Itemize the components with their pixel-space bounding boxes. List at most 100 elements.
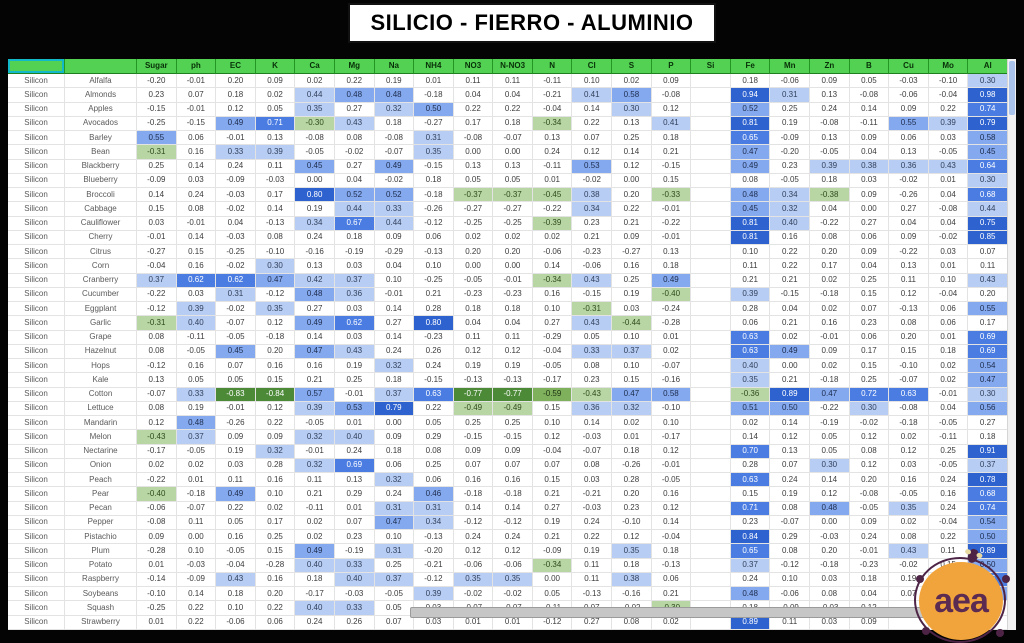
cell-p[interactable]: -0.04 — [651, 530, 692, 545]
cell-sugar[interactable]: -0.08 — [137, 515, 177, 530]
cell-si[interactable] — [691, 159, 731, 174]
cell-mg[interactable]: 0.01 — [334, 416, 375, 431]
cell-si[interactable] — [691, 458, 731, 473]
cell-al[interactable]: 0.45 — [968, 145, 1008, 160]
cell-na[interactable]: -0.02 — [374, 173, 415, 188]
cell-ca[interactable]: 0.40 — [295, 558, 335, 573]
cell-ph[interactable]: 0.19 — [176, 401, 217, 416]
cell-n-no3[interactable]: -0.02 — [493, 587, 533, 602]
cell-si[interactable] — [691, 188, 731, 203]
cell-al[interactable]: 0.17 — [968, 316, 1008, 331]
row-label-element[interactable]: Silicon — [8, 601, 65, 616]
cell-na[interactable]: -0.05 — [374, 587, 415, 602]
cell-b[interactable]: 0.30 — [849, 401, 890, 416]
cell-zn[interactable]: 0.18 — [810, 173, 850, 188]
cell-b[interactable]: 0.00 — [849, 202, 890, 217]
cell-ec[interactable]: 0.03 — [216, 458, 256, 473]
cell-ca[interactable]: 0.19 — [295, 202, 335, 217]
cell-nh4[interactable]: -0.23 — [414, 330, 454, 345]
cell-zn[interactable]: -0.05 — [810, 145, 850, 160]
cell-no3[interactable]: 0.04 — [453, 316, 494, 331]
cell-n[interactable]: 0.02 — [532, 230, 573, 245]
cell-al[interactable]: 0.54 — [968, 515, 1008, 530]
cell-fe[interactable]: 0.28 — [730, 458, 771, 473]
cell-b[interactable]: -0.08 — [849, 88, 890, 103]
cell-s[interactable]: 0.37 — [612, 344, 652, 359]
cell-mo[interactable]: 0.03 — [928, 131, 969, 146]
cell-nh4[interactable]: 0.21 — [414, 287, 454, 302]
cell-no3[interactable]: 0.00 — [453, 145, 494, 160]
cell-na[interactable]: 0.37 — [374, 572, 415, 587]
cell-si[interactable] — [691, 131, 731, 146]
cell-mn[interactable]: 0.10 — [770, 572, 811, 587]
cell-sugar[interactable]: -0.09 — [137, 173, 177, 188]
cell-nh4[interactable]: -0.18 — [414, 88, 454, 103]
cell-al[interactable]: 0.44 — [968, 202, 1008, 217]
cell-nh4[interactable]: 0.03 — [414, 615, 454, 630]
cell-cl[interactable]: -0.21 — [572, 487, 613, 502]
cell-mg[interactable]: 0.37 — [334, 273, 375, 288]
cell-no3[interactable]: 0.12 — [453, 344, 494, 359]
cell-al[interactable]: 0.91 — [968, 444, 1008, 459]
cell-fe[interactable]: 0.63 — [730, 330, 771, 345]
cell-zn[interactable]: 0.20 — [810, 245, 850, 260]
cell-p[interactable]: -0.01 — [651, 202, 692, 217]
row-label-crop[interactable]: Squash — [65, 601, 137, 616]
cell-al[interactable]: 0.58 — [968, 131, 1008, 146]
cell-k[interactable]: 0.16 — [255, 473, 296, 488]
cell-mn[interactable]: -0.15 — [770, 287, 811, 302]
cell-si[interactable] — [691, 387, 731, 402]
cell-mo[interactable]: -0.05 — [928, 458, 969, 473]
cell-fe[interactable]: 0.02 — [730, 416, 771, 431]
row-label-element[interactable]: Silicon — [8, 173, 65, 188]
cell-mn[interactable]: 0.12 — [770, 430, 811, 445]
cell-fe[interactable]: 0.37 — [730, 558, 771, 573]
cell-nh4[interactable]: 0.28 — [414, 302, 454, 317]
cell-mo[interactable]: -0.04 — [928, 287, 969, 302]
cell-nh4[interactable]: 0.63 — [414, 387, 454, 402]
cell-n[interactable]: 0.00 — [532, 572, 573, 587]
cell-cu[interactable]: 0.13 — [889, 145, 929, 160]
cell-al[interactable]: 0.30 — [968, 74, 1008, 89]
row-label-crop[interactable]: Peach — [65, 473, 137, 488]
cell-ph[interactable]: 0.05 — [176, 373, 217, 388]
cell-mn[interactable]: 0.14 — [770, 416, 811, 431]
cell-ca[interactable]: 0.57 — [295, 387, 335, 402]
row-label-crop[interactable]: Cranberry — [65, 273, 137, 288]
cell-s[interactable]: 0.25 — [612, 131, 652, 146]
cell-mg[interactable]: 0.23 — [334, 530, 375, 545]
cell-n-no3[interactable]: -0.77 — [493, 387, 533, 402]
cell-na[interactable]: 0.18 — [374, 116, 415, 131]
cell-sugar[interactable]: -0.40 — [137, 487, 177, 502]
cell-ph[interactable]: 0.14 — [176, 159, 217, 174]
cell-fe[interactable]: 0.65 — [730, 131, 771, 146]
cell-no3[interactable]: -0.27 — [453, 202, 494, 217]
cell-b[interactable]: -0.23 — [849, 558, 890, 573]
row-label-element[interactable]: Silicon — [8, 473, 65, 488]
cell-ph[interactable]: 0.40 — [176, 316, 217, 331]
cell-ec[interactable]: 0.49 — [216, 116, 256, 131]
cell-nh4[interactable]: -0.13 — [414, 530, 454, 545]
cell-n[interactable]: -0.45 — [532, 188, 573, 203]
cell-n[interactable]: -0.04 — [532, 444, 573, 459]
cell-s[interactable]: 0.38 — [612, 572, 652, 587]
cell-n[interactable]: -0.04 — [532, 102, 573, 117]
cell-k[interactable]: 0.02 — [255, 501, 296, 516]
cell-ec[interactable]: 0.22 — [216, 501, 256, 516]
cell-cu[interactable]: 0.20 — [889, 330, 929, 345]
cell-b[interactable]: 0.04 — [849, 145, 890, 160]
cell-si[interactable] — [691, 102, 731, 117]
cell-cl[interactable]: -0.13 — [572, 587, 613, 602]
cell-sugar[interactable]: -0.31 — [137, 145, 177, 160]
cell-al[interactable]: 0.37 — [968, 458, 1008, 473]
cell-mn[interactable]: 0.50 — [770, 401, 811, 416]
cell-ph[interactable]: 0.22 — [176, 601, 217, 616]
cell-cu[interactable]: 0.27 — [889, 202, 929, 217]
cell-ca[interactable]: 0.18 — [295, 572, 335, 587]
cell-b[interactable]: 0.03 — [849, 173, 890, 188]
cell-si[interactable] — [691, 587, 731, 602]
cell-mn[interactable]: 0.25 — [770, 102, 811, 117]
cell-al[interactable]: 0.74 — [968, 102, 1008, 117]
cell-cu[interactable]: 0.35 — [889, 501, 929, 516]
cell-fe[interactable]: 0.48 — [730, 587, 771, 602]
